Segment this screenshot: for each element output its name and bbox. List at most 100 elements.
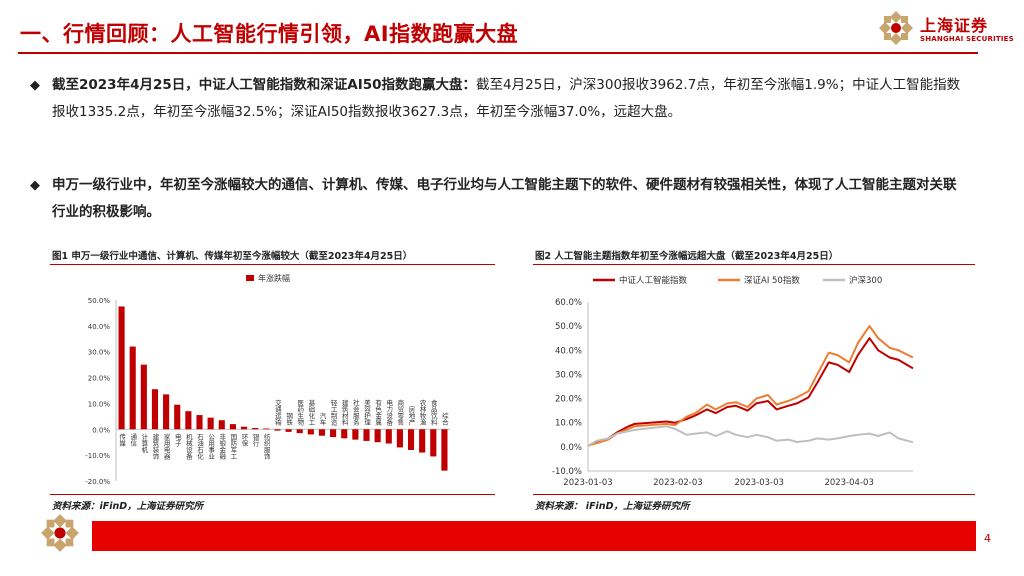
bar-家用电器 bbox=[163, 394, 170, 430]
bar-基础化工 bbox=[307, 429, 314, 435]
shanghai-securities-logo-icon bbox=[879, 11, 913, 45]
category-label: 电力设备 bbox=[385, 398, 393, 427]
bar-商贸零售 bbox=[396, 429, 403, 448]
bar-医药生物 bbox=[296, 429, 303, 434]
legend-swatch bbox=[246, 275, 254, 281]
bar-食品饮料 bbox=[430, 429, 437, 457]
bar-电子 bbox=[174, 404, 181, 430]
bar-综合 bbox=[441, 429, 448, 471]
logo-name-cn: 上海证券 bbox=[920, 16, 989, 35]
category-label: 综合 bbox=[440, 411, 448, 427]
y-tick-label: 60.0% bbox=[555, 298, 582, 308]
category-label: 非银金融 bbox=[218, 432, 226, 461]
bullet-2-headline: 申万一级行业中，年初至今涨幅较大的通信、计算机、传媒、电子行业均与人工智能主题下… bbox=[52, 177, 957, 220]
category-label: 家用电器 bbox=[162, 432, 170, 461]
y-tick-label: 0.0% bbox=[92, 426, 110, 434]
category-label: 公用事业 bbox=[207, 433, 215, 459]
category-label: 银行 bbox=[251, 432, 259, 448]
x-tick-label: 2023-02-03 bbox=[653, 478, 702, 488]
bar-国防军工 bbox=[229, 424, 236, 430]
bar-环保 bbox=[240, 426, 248, 430]
series-line-中证人工智能指数 bbox=[587, 337, 914, 447]
category-label: 农林牧渔 bbox=[418, 398, 426, 427]
figure-1-rule bbox=[50, 264, 495, 265]
x-tick-label: 2023-04-03 bbox=[824, 478, 873, 488]
bar-机械设备 bbox=[185, 411, 192, 430]
series-line-深证AI 50指数 bbox=[587, 325, 914, 447]
legend-label: 年涨跌幅 bbox=[258, 273, 290, 283]
y-tick-label: 50.0% bbox=[88, 297, 111, 305]
bar-电力设备 bbox=[385, 429, 392, 444]
category-label: 美容护理 bbox=[363, 398, 371, 426]
y-tick-label: 0.0% bbox=[560, 443, 582, 453]
bar-建筑装饰 bbox=[151, 389, 159, 430]
bullet-1-headline: 截至2023年4月25日，中证人工智能指数和深证AI50指数跑赢大盘： bbox=[52, 77, 477, 93]
legend-label: 沪深300 bbox=[849, 275, 882, 286]
category-label: 基础化工 bbox=[307, 398, 315, 426]
industry-return-bar-chart: 年涨跌幅 50.0% 40.0% 30.0% 20.0% 10.0% 0.0% -10.0% -… bbox=[85, 273, 450, 486]
bullet-point-2: ◆ 申万一级行业中，年初至今涨幅较大的通信、计算机、传媒、电子行业均与人工智能主… bbox=[30, 172, 965, 226]
category-label: 环保 bbox=[240, 433, 248, 448]
y-tick-label: 40.0% bbox=[88, 323, 111, 331]
page-number: 4 bbox=[984, 532, 991, 545]
bar-交通运输 bbox=[274, 429, 281, 431]
bar-石油石化 bbox=[196, 415, 203, 430]
category-label: 汽车 bbox=[318, 411, 326, 427]
logo-name-en: SHANGHAI SECURITIES bbox=[920, 35, 1014, 43]
y-tick-label: 50.0% bbox=[555, 322, 582, 332]
y-tick-label: -20.0% bbox=[85, 478, 110, 486]
category-label: 房地产 bbox=[407, 405, 415, 427]
category-label: 石油石化 bbox=[196, 433, 204, 461]
footer-bar bbox=[92, 521, 976, 551]
y-tick-label: 20.0% bbox=[555, 395, 582, 405]
bullet-point-1: ◆ 截至2023年4月25日，中证人工智能指数和深证AI50指数跑赢大盘：截至4… bbox=[30, 72, 965, 126]
y-tick-label: -10.0% bbox=[552, 467, 582, 477]
category-label: 轻工制造 bbox=[329, 398, 337, 427]
category-label: 电子 bbox=[173, 432, 181, 447]
bar-社会服务 bbox=[352, 429, 359, 440]
bar-汽车 bbox=[318, 429, 326, 436]
category-label: 医药生物 bbox=[296, 399, 304, 427]
category-label: 食品饮料 bbox=[429, 398, 437, 427]
figure-1-bottom-rule bbox=[50, 494, 495, 495]
bar-非银金融 bbox=[218, 420, 225, 430]
y-tick-label: -10.0% bbox=[85, 452, 110, 460]
bar-钢铁 bbox=[285, 429, 292, 432]
bar-建筑材料 bbox=[341, 429, 348, 439]
index-performance-line-chart: 中证人工智能指数 深证AI 50指数 沪深300 60.0% 50.0% 40.0% 30.… bbox=[552, 275, 914, 488]
company-logo: 上海证券 SHANGHAI SECURITIES bbox=[878, 8, 1018, 54]
page-title: 一、行情回顾：人工智能行情引领，AI指数跑赢大盘 bbox=[20, 22, 519, 46]
series-line-沪深300 bbox=[587, 425, 914, 447]
category-label: 商贸零售 bbox=[396, 398, 404, 427]
bar-通信 bbox=[129, 346, 136, 430]
y-tick-label: 40.0% bbox=[555, 346, 582, 356]
y-tick-label: 10.0% bbox=[555, 419, 582, 429]
bar-传媒 bbox=[118, 306, 125, 430]
y-tick-label: 10.0% bbox=[88, 400, 111, 408]
x-tick-label: 2023-01-03 bbox=[563, 478, 612, 488]
category-label: 计算机 bbox=[140, 432, 148, 454]
x-tick-label: 2023-03-03 bbox=[735, 478, 784, 488]
category-label: 建筑材料 bbox=[340, 398, 348, 427]
bar-纺织服饰 bbox=[263, 428, 270, 430]
diamond-bullet-icon: ◆ bbox=[30, 78, 40, 93]
y-tick-label: 30.0% bbox=[555, 370, 582, 380]
bar-美容护理 bbox=[363, 429, 370, 441]
figure-1-caption: 图1 申万一级行业中通信、计算机、传媒年初至今涨幅较大（截至2023年4月25日… bbox=[52, 251, 413, 262]
figure-2-rule bbox=[533, 264, 975, 265]
bar-农林牧渔 bbox=[419, 429, 426, 453]
figure-2-caption: 图2 人工智能主题指数年初至今涨幅远超大盘（截至2023年4月25日） bbox=[535, 251, 839, 262]
category-label: 传媒 bbox=[118, 432, 126, 448]
y-tick-label: 20.0% bbox=[88, 375, 111, 383]
figure-2-bottom-rule bbox=[533, 494, 975, 495]
bar-有色金属 bbox=[374, 429, 381, 443]
figure-2-source: 资料来源： iFinD，上海证券研究所 bbox=[535, 501, 690, 512]
bar-公用事业 bbox=[207, 417, 214, 430]
title-divider bbox=[18, 52, 978, 54]
category-label: 通信 bbox=[129, 432, 137, 448]
category-label: 有色金属 bbox=[374, 398, 382, 427]
legend-label: 深证AI 50指数 bbox=[744, 275, 800, 286]
category-label: 建筑装饰 bbox=[151, 432, 159, 461]
figure-1-source: 资料来源：iFinD，上海证券研究所 bbox=[52, 501, 204, 512]
legend-label: 中证人工智能指数 bbox=[619, 275, 688, 286]
